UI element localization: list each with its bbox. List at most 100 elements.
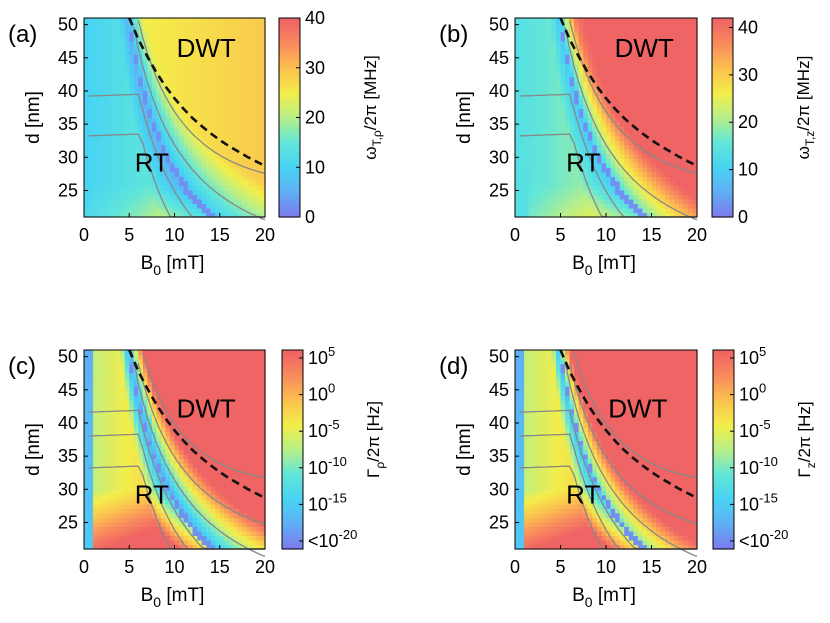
heatmap-cell <box>233 49 239 55</box>
heatmap-cell <box>165 158 171 164</box>
heatmap-cell <box>206 363 212 369</box>
heatmap-cell <box>210 85 216 91</box>
heatmap-cell <box>524 194 530 200</box>
heatmap-cell <box>120 103 126 110</box>
heatmap-cell <box>678 94 684 101</box>
heatmap-cell <box>596 112 603 119</box>
heatmap-cell <box>574 36 580 42</box>
heatmap-cell <box>179 54 185 60</box>
heatmap-cell <box>210 76 216 82</box>
heatmap-cell <box>237 40 243 46</box>
heatmap-cell <box>192 189 198 195</box>
heatmap-cell <box>651 180 657 186</box>
heatmap-cell <box>160 117 167 123</box>
heatmap-cell <box>111 417 117 423</box>
heatmap-cell <box>169 458 176 464</box>
heatmap-cell <box>124 185 130 191</box>
colorbar-swatch <box>279 41 300 46</box>
heatmap-cell <box>551 90 557 96</box>
heatmap-cell <box>569 203 575 209</box>
heatmap-cell <box>206 63 212 69</box>
heatmap-cell <box>637 203 643 209</box>
heatmap-cell <box>569 189 575 195</box>
heatmap-cell <box>624 185 630 191</box>
heatmap-cell <box>129 167 135 173</box>
heatmap-cell <box>569 103 575 110</box>
heatmap-cell <box>228 185 234 191</box>
heatmap-cell <box>133 185 139 191</box>
heatmap-cell <box>578 140 584 146</box>
heatmap-cell <box>115 198 121 205</box>
heatmap-cell <box>219 36 225 42</box>
heatmap-cell <box>174 426 180 433</box>
heatmap-cell <box>537 140 543 146</box>
heatmap-cell <box>120 517 126 523</box>
heatmap-cell <box>133 454 139 460</box>
heatmap-cell <box>124 45 130 51</box>
heatmap-cell <box>219 94 225 101</box>
heatmap-cell <box>160 31 167 37</box>
colorbar-swatch <box>712 140 733 145</box>
heatmap-cell <box>615 94 621 101</box>
heatmap-cell <box>606 153 612 159</box>
heatmap-cell <box>183 49 189 55</box>
heatmap-cell <box>619 94 625 101</box>
heatmap-cell <box>183 203 189 209</box>
heatmap-cell <box>606 49 612 55</box>
heatmap-cell <box>546 22 552 28</box>
heatmap-cell <box>215 27 221 33</box>
heatmap-cell <box>165 372 171 378</box>
heatmap-cell <box>188 18 194 24</box>
heatmap-cell <box>528 54 534 60</box>
heatmap-cell <box>151 395 158 401</box>
heatmap-cell <box>656 180 662 186</box>
heatmap-cell <box>646 162 653 168</box>
heatmap-cell <box>106 31 112 37</box>
heatmap-cell <box>569 167 575 173</box>
heatmap-cell <box>111 359 117 365</box>
heatmap-cell <box>678 162 684 168</box>
heatmap-cell <box>129 426 135 433</box>
heatmap-cell <box>219 72 225 78</box>
heatmap-cell <box>692 171 698 177</box>
heatmap-cell <box>515 36 521 42</box>
heatmap-cell <box>120 521 126 527</box>
heatmap-cell <box>651 58 657 64</box>
heatmap-cell <box>156 490 162 496</box>
heatmap-cell <box>615 31 621 37</box>
heatmap-cell <box>197 350 203 356</box>
heatmap-cell <box>102 426 108 433</box>
heatmap-cell <box>533 31 539 37</box>
heatmap-cell <box>106 526 112 532</box>
heatmap-cell <box>84 426 90 433</box>
heatmap-cell <box>646 203 653 209</box>
heatmap-cell <box>129 135 135 141</box>
heatmap-cell <box>142 189 148 195</box>
heatmap-cell <box>596 40 603 46</box>
heatmap-cell <box>237 180 243 186</box>
heatmap-cell <box>111 31 117 37</box>
colorbar-swatch <box>712 57 733 62</box>
heatmap-cell <box>88 517 94 523</box>
heatmap-cell <box>669 212 675 218</box>
heatmap-cell <box>142 36 148 42</box>
heatmap-cell <box>133 198 139 205</box>
heatmap-cell <box>678 171 684 177</box>
heatmap-cell <box>592 36 598 42</box>
heatmap-cell <box>192 162 198 168</box>
heatmap-cell <box>210 508 216 514</box>
heatmap-cell <box>656 122 662 128</box>
heatmap-cell <box>201 390 207 396</box>
heatmap-cell <box>646 207 653 214</box>
heatmap-cell <box>93 189 99 195</box>
heatmap-cell <box>197 526 203 532</box>
heatmap-cell <box>106 399 112 405</box>
heatmap-cell <box>551 203 557 209</box>
heatmap-cell <box>210 176 216 182</box>
heatmap-cell <box>138 530 144 537</box>
heatmap-cell <box>255 162 262 168</box>
heatmap-cell <box>628 180 634 186</box>
colorbar-swatch <box>712 77 733 82</box>
heatmap-cell <box>687 81 694 87</box>
heatmap-cell <box>188 72 194 78</box>
